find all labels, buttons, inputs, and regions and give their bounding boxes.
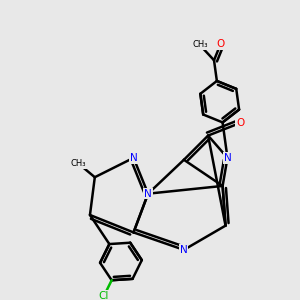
Text: N: N <box>144 189 152 199</box>
Text: O: O <box>217 39 225 49</box>
Text: CH₃: CH₃ <box>192 40 208 50</box>
Text: O: O <box>236 118 244 128</box>
Text: N: N <box>180 245 188 255</box>
Text: N: N <box>224 153 231 163</box>
Text: CH₃: CH₃ <box>71 159 86 168</box>
Text: Cl: Cl <box>99 291 109 300</box>
Text: N: N <box>130 153 137 163</box>
